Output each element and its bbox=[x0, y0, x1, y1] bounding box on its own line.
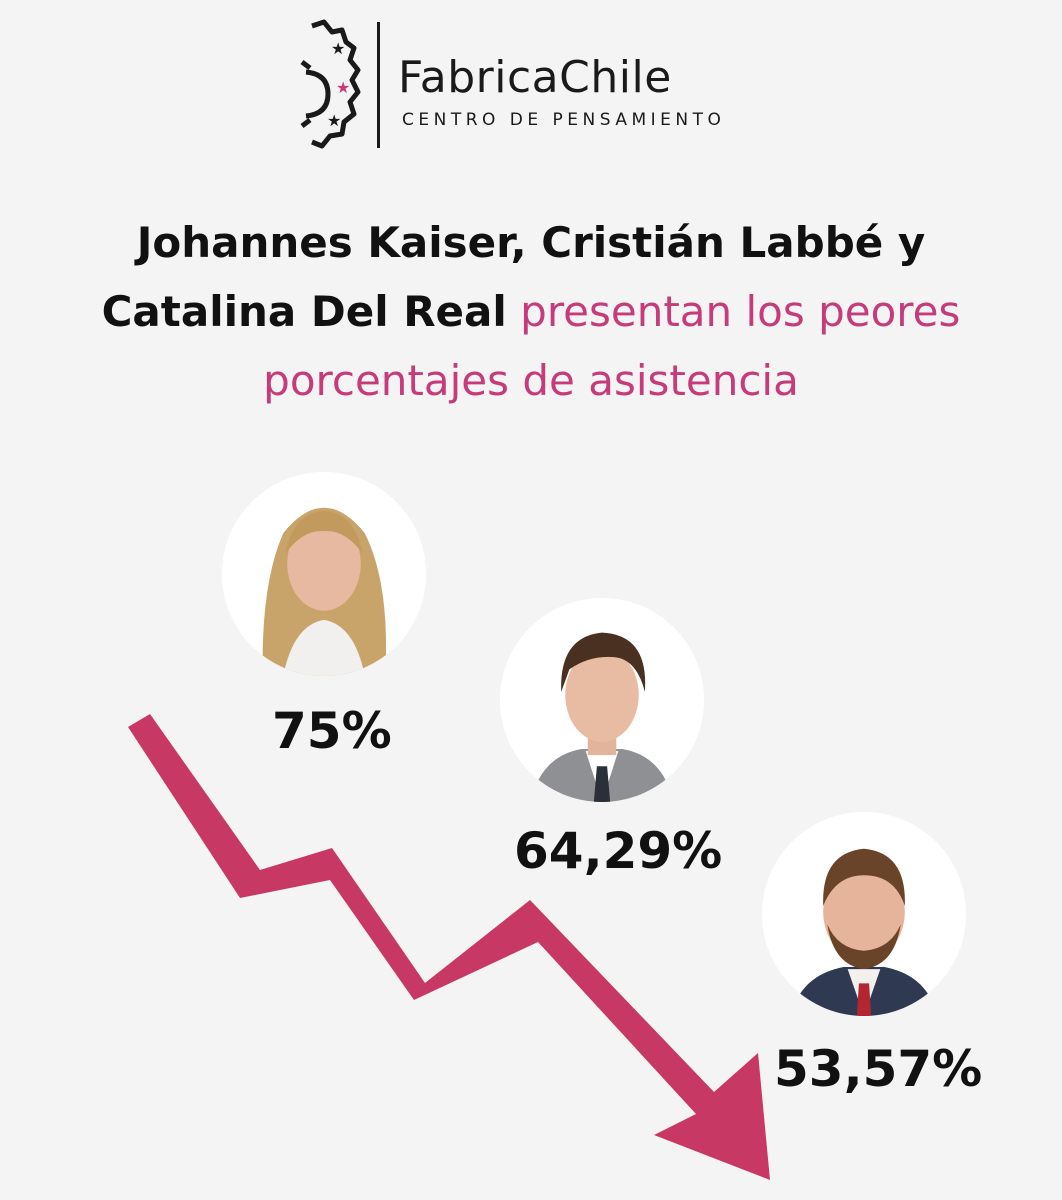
portrait-man-right bbox=[762, 812, 966, 1016]
svg-text:★: ★ bbox=[327, 111, 341, 130]
svg-text:★: ★ bbox=[336, 78, 350, 97]
logo-subtitle: CENTRO DE PENSAMIENTO bbox=[402, 110, 726, 130]
portrait-man-middle bbox=[500, 598, 704, 802]
brand-logo: ★ ★ ★ FabricaChile CENTRO DE PENSAMIENTO bbox=[298, 18, 768, 150]
headline-names: Johannes Kaiser, Cristián Labbé y Catali… bbox=[101, 218, 926, 336]
percentage-3: 53,57% bbox=[774, 1040, 983, 1098]
logo-name: FabricaChile bbox=[398, 52, 672, 103]
svg-text:★: ★ bbox=[331, 39, 345, 58]
percentage-2: 64,29% bbox=[514, 822, 723, 880]
headline: Johannes Kaiser, Cristián Labbé y Catali… bbox=[60, 208, 1002, 415]
headline-rest: presentan los peores porcentajes de asis… bbox=[263, 287, 961, 405]
logo-divider bbox=[377, 22, 380, 148]
person-photo-icon bbox=[762, 812, 966, 1016]
portrait-woman bbox=[222, 472, 426, 676]
person-photo-icon bbox=[222, 472, 426, 676]
percentage-1: 75% bbox=[272, 702, 392, 760]
gear-with-stars-icon: ★ ★ ★ bbox=[300, 19, 361, 149]
person-photo-icon bbox=[500, 598, 704, 802]
